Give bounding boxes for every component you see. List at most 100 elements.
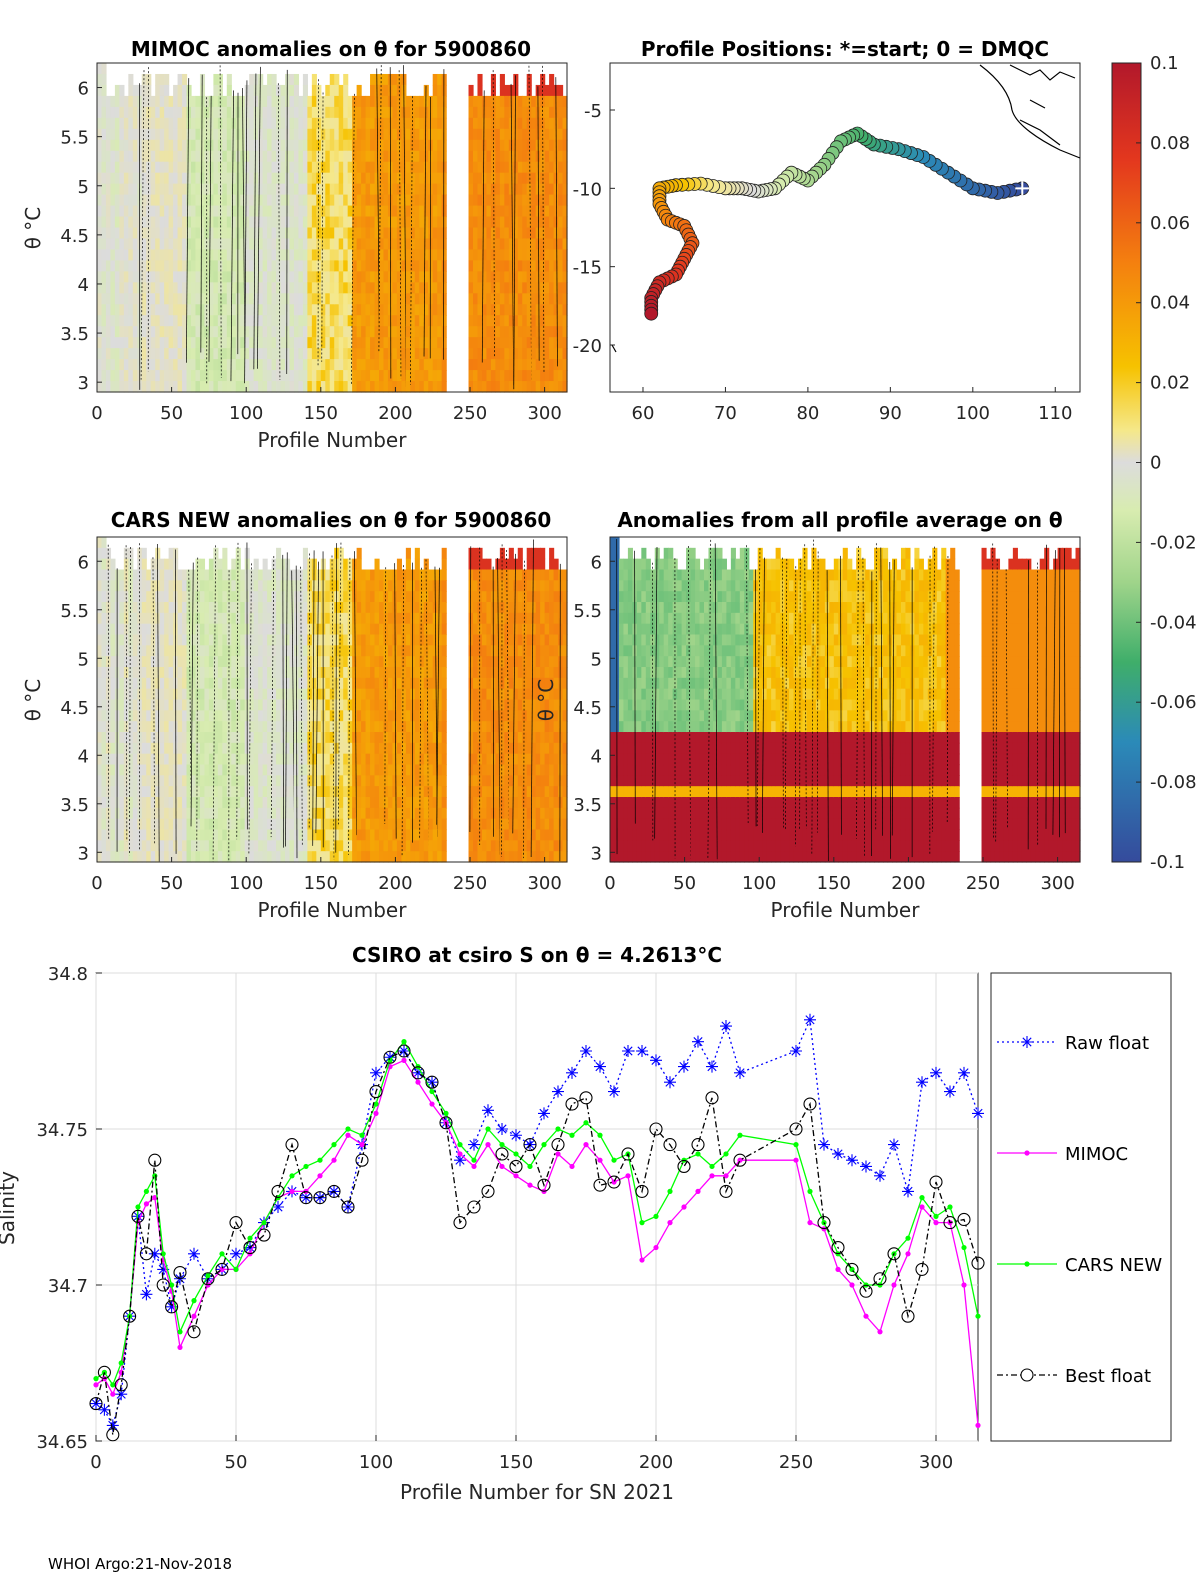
heatmap-cell (285, 612, 291, 625)
heatmap-cell (549, 337, 555, 349)
heatmap-cell (141, 227, 147, 240)
heatmap-cell (343, 710, 349, 722)
heatmap-cell (244, 293, 250, 305)
heatmap-cell (262, 216, 268, 229)
heatmap-cell (168, 667, 174, 679)
heatmap-cell (508, 227, 514, 240)
heatmap-cell (168, 216, 174, 229)
heatmap-cell (379, 106, 385, 119)
heatmap-cell (226, 161, 232, 174)
heatmap-cell (289, 807, 295, 820)
heatmap-cell (123, 370, 129, 382)
heatmap-cell (159, 381, 165, 393)
heatmap-cell (262, 381, 268, 393)
heatmap-cell (401, 172, 407, 185)
heatmap-cell (267, 370, 273, 382)
heatmap-cell (490, 194, 496, 207)
heatmap-cell (387, 634, 394, 646)
heatmap-cell (437, 194, 443, 207)
heatmap-cell (347, 764, 353, 776)
heatmap-cell (374, 699, 380, 711)
heatmap-cell (553, 216, 559, 229)
heatmap-cell (97, 656, 103, 668)
heatmap-cell (414, 315, 420, 327)
heatmap-cell (486, 139, 492, 152)
heatmap-cell (199, 315, 206, 327)
heatmap-cell (481, 304, 488, 316)
heatmap-cell (222, 807, 228, 820)
heatmap-cell (164, 591, 170, 603)
heatmap-cell (208, 742, 214, 755)
heatmap-cell (285, 238, 291, 251)
heatmap-cell (396, 797, 402, 809)
heatmap-cell (334, 677, 340, 690)
heatmap-cell (437, 293, 443, 305)
heatmap-cell (468, 128, 474, 141)
heatmap-cell (302, 84, 308, 97)
heatmap-cell (383, 612, 389, 625)
heatmap-cell (195, 818, 201, 831)
heatmap-cell (325, 282, 331, 294)
heatmap-cell (226, 282, 232, 294)
heatmap-cell (267, 829, 273, 841)
heatmap-cell (199, 381, 206, 393)
heatmap-cell (262, 205, 268, 218)
panel-cars-title: CARS NEW anomalies on θ for 5900860 (111, 508, 552, 532)
heatmap-cell (105, 238, 112, 251)
heatmap-cell (249, 348, 255, 360)
heatmap-cell (320, 227, 326, 240)
heatmap-cell (137, 764, 143, 776)
heatmap-cell (231, 742, 237, 755)
heatmap-cell (517, 117, 523, 130)
heatmap-cell (128, 851, 134, 863)
heatmap-cell (356, 84, 362, 97)
heatmap-cell (423, 260, 429, 272)
heatmap-cell (473, 205, 479, 218)
heatmap-cell (419, 139, 425, 152)
heatmap-cell (347, 612, 353, 625)
heatmap-cell (101, 73, 107, 86)
heatmap-cell (199, 667, 206, 679)
heatmap-cell (311, 623, 317, 636)
heatmap-cell (473, 249, 479, 261)
heatmap-cell (558, 139, 564, 152)
heatmap-cell (549, 304, 555, 316)
heatmap-cell (110, 282, 116, 294)
x-tick-label: 150 (304, 403, 338, 424)
heatmap-cell (490, 249, 496, 261)
heatmap-cell (249, 634, 255, 646)
heatmap-cell (302, 304, 308, 316)
heatmap-cell (307, 829, 313, 841)
heatmap-cell (544, 238, 550, 251)
heatmap-cell (217, 117, 223, 130)
y-tick-label: 5.5 (60, 128, 89, 149)
heatmap-cell (177, 326, 183, 338)
heatmap-cell (101, 139, 107, 152)
heatmap-cell (343, 106, 349, 119)
heatmap-cell (508, 183, 514, 196)
contour-line (555, 77, 558, 367)
heatmap-cell (338, 753, 344, 766)
heatmap-cell (289, 216, 295, 229)
heatmap-cell (119, 721, 125, 733)
heatmap-cell (352, 161, 358, 174)
heatmap-cell (141, 667, 147, 679)
heatmap-cell (432, 106, 438, 119)
heatmap-cell (334, 732, 340, 744)
heatmap-cell (249, 172, 255, 185)
heatmap-cell (168, 117, 174, 130)
heatmap-cell (150, 282, 156, 294)
heatmap-cell (423, 326, 429, 338)
heatmap-cell (343, 667, 349, 679)
heatmap-cell (392, 249, 398, 261)
heatmap-cell (522, 216, 528, 229)
heatmap-cell (226, 73, 232, 86)
heatmap-cell (240, 667, 246, 679)
heatmap-cell (258, 732, 264, 744)
heatmap-cell (101, 172, 107, 185)
heatmap-cell (105, 304, 112, 316)
heatmap-cell (168, 315, 174, 327)
heatmap-cell (150, 304, 156, 316)
heatmap-cell (226, 227, 232, 240)
heatmap-cell (155, 150, 161, 163)
